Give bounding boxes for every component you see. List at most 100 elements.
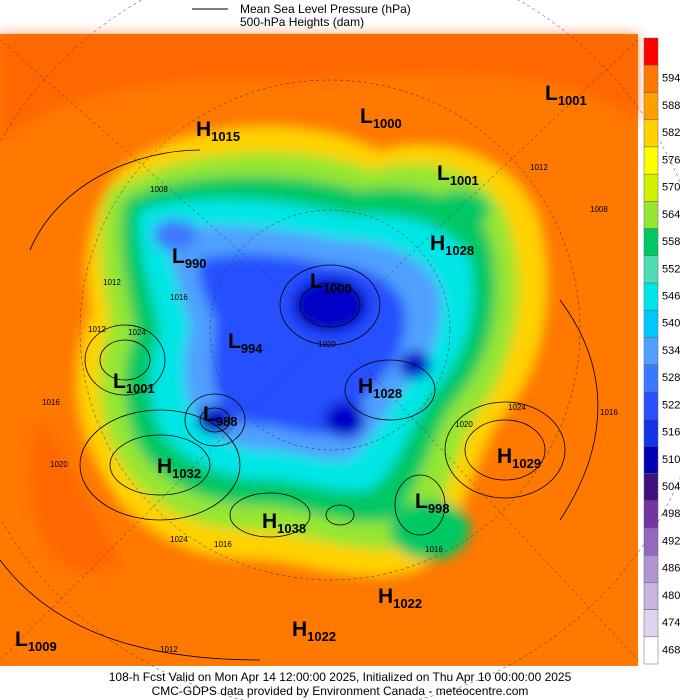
pressure-center: H 1029 xyxy=(497,445,541,471)
footer-valid: 108-h Fcst Valid on Mon Apr 14 12:00:00 … xyxy=(109,670,572,684)
colorbar-box xyxy=(643,337,659,365)
center-kind: L xyxy=(415,490,428,513)
center-kind: L xyxy=(172,245,185,268)
center-value: 1001 xyxy=(126,381,155,396)
colorbar-box xyxy=(643,473,659,501)
pressure-center: L 998 xyxy=(415,490,450,516)
colorbar-box xyxy=(643,418,659,447)
pressure-center: L 1001 xyxy=(437,162,479,188)
center-kind: H xyxy=(430,232,445,255)
colorbar-box xyxy=(643,173,659,202)
colorbar-box xyxy=(643,228,659,256)
isobar-label: 1012 xyxy=(103,278,121,287)
colorbar-label: 582 xyxy=(662,127,680,139)
colorbar-box xyxy=(643,527,659,556)
isobar-label: 1016 xyxy=(600,408,618,417)
center-kind: L xyxy=(113,370,126,393)
pressure-center: H 1028 xyxy=(358,375,402,401)
center-value: 1029 xyxy=(512,456,541,471)
footer-source: CMC-GDPS data provided by Environment Ca… xyxy=(152,684,529,698)
colorbar-box xyxy=(643,609,659,638)
pressure-center: L 990 xyxy=(172,245,207,271)
center-kind: H xyxy=(292,618,307,641)
center-kind: L xyxy=(203,403,216,426)
colorbar-box xyxy=(643,582,659,610)
isobar-label: 1020 xyxy=(455,420,473,429)
colorbar-label: 492 xyxy=(662,535,680,547)
isobar-label: 1024 xyxy=(170,535,188,544)
pressure-center: L 1000 xyxy=(360,105,402,131)
legend-heights: 500-hPa Heights (dam) xyxy=(240,15,364,29)
isobar-label: 1024 xyxy=(128,328,146,337)
center-value: 1038 xyxy=(277,521,306,536)
colorbar-box xyxy=(643,636,659,665)
pressure-center: L 988 xyxy=(203,403,238,429)
colorbar-label: 498 xyxy=(662,508,680,520)
center-value: 1000 xyxy=(323,281,352,296)
center-value: 988 xyxy=(216,414,238,429)
center-value: 998 xyxy=(428,501,450,516)
isobar-label: 1008 xyxy=(590,205,608,214)
colorbar-label: 528 xyxy=(662,372,680,384)
center-kind: L xyxy=(360,105,373,128)
isobar-label: 1008 xyxy=(150,185,168,194)
colorbar-label: 552 xyxy=(662,263,680,275)
colorbar-label: 510 xyxy=(662,454,680,466)
colorbar-label: 594 xyxy=(662,73,680,85)
pressure-center: H 1015 xyxy=(196,118,240,144)
center-value: 1001 xyxy=(450,173,479,188)
colorbar-label: 540 xyxy=(662,318,680,330)
colorbar-label: 576 xyxy=(662,154,680,166)
center-value: 1000 xyxy=(373,116,402,131)
pressure-center: H 1022 xyxy=(378,585,422,611)
pressure-center: L 1000 xyxy=(310,270,352,296)
colorbar-label: 468 xyxy=(662,644,680,656)
colorbar-box xyxy=(643,37,659,66)
colorbar-label: 522 xyxy=(662,399,680,411)
center-kind: H xyxy=(262,510,277,533)
colorbar-box xyxy=(643,309,659,338)
colorbar-label: 558 xyxy=(662,236,680,248)
colorbar-box xyxy=(643,446,659,474)
colorbar-label: 486 xyxy=(662,563,680,575)
isobar-label: 1016 xyxy=(214,540,232,549)
center-value: 1001 xyxy=(558,93,587,108)
isobar-label: 1012 xyxy=(88,325,106,334)
center-value: 1022 xyxy=(307,629,336,644)
center-value: 1009 xyxy=(28,639,57,654)
colorbar-box xyxy=(643,364,659,393)
isobar-label: 1012 xyxy=(530,163,548,172)
colorbar-box xyxy=(643,146,659,175)
center-value: 1028 xyxy=(373,386,402,401)
center-value: 990 xyxy=(185,256,207,271)
colorbar-label: 534 xyxy=(662,345,680,357)
legend-pressure: Mean Sea Level Pressure (hPa) xyxy=(240,2,411,16)
center-kind: L xyxy=(545,82,558,105)
isobar-label: 1016 xyxy=(42,398,60,407)
pressure-center: L 994 xyxy=(228,330,263,356)
pressure-center: H 1032 xyxy=(157,455,201,481)
colorbar-box xyxy=(643,391,659,420)
isobar-label: 1024 xyxy=(508,403,526,412)
pressure-center: H 1022 xyxy=(292,618,336,644)
colorbar-label: 516 xyxy=(662,427,680,439)
pressure-center: L 1001 xyxy=(545,82,587,108)
pressure-center: L 1009 xyxy=(15,628,57,654)
pressure-center: L 1001 xyxy=(113,370,155,396)
colorbar-label: 588 xyxy=(662,100,680,112)
isobar-label: 1012 xyxy=(160,645,178,654)
colorbar-label: 564 xyxy=(662,209,680,221)
colorbar-box xyxy=(643,554,659,583)
center-value: 1028 xyxy=(445,243,474,258)
center-kind: L xyxy=(310,270,323,293)
colorbar-box xyxy=(643,500,659,529)
colorbar-box xyxy=(643,255,659,284)
center-value: 1022 xyxy=(393,596,422,611)
isobar-labels: 1008 1012 1016 1024 1012 1016 1020 1024 1016 1012… xyxy=(42,163,618,654)
isobars xyxy=(0,149,599,661)
colorbar-box xyxy=(643,201,659,229)
colorbar-label: 546 xyxy=(662,290,680,302)
